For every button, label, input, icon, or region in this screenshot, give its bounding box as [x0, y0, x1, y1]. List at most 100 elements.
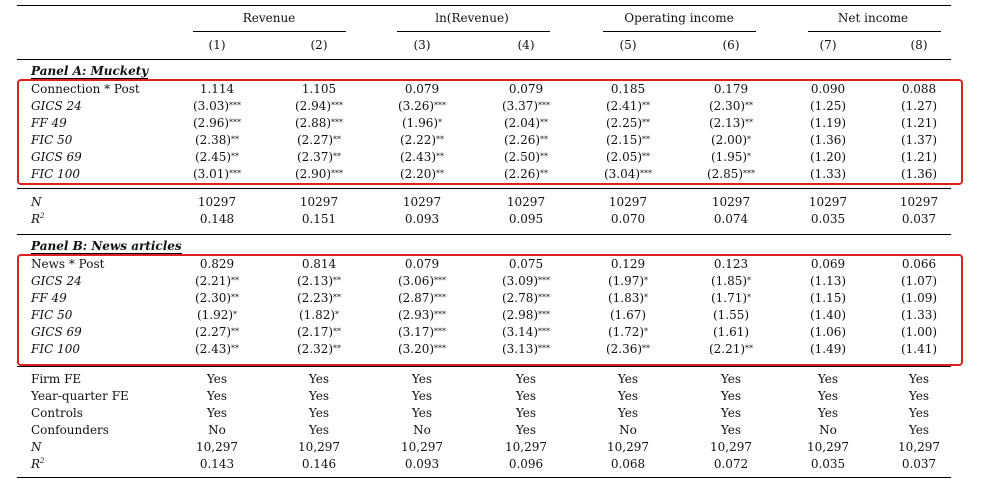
significance-stars: **: [642, 152, 651, 161]
table-cell-value: Yes: [515, 372, 537, 386]
table-cell: (2.43)**: [400, 149, 444, 165]
table-cell: 0.070: [611, 211, 645, 227]
table-cell: (3.13)***: [502, 341, 550, 357]
significance-stars: ***: [331, 118, 344, 127]
table-cell-value: (2.45): [194, 150, 232, 164]
row-label-r2: R2: [31, 211, 45, 227]
table-cell: 10,297: [807, 439, 849, 455]
table-cell-value: (3.04): [603, 167, 641, 181]
table-cell-value: Yes: [206, 372, 228, 386]
table-cell-value: 0.079: [508, 82, 544, 96]
significance-stars: ***: [743, 169, 756, 178]
table-cell: (1.96)*: [402, 115, 442, 131]
table-cell-value: (1.06): [809, 325, 847, 339]
table-cell: Yes: [309, 388, 329, 404]
highlight-box-panel-b: [17, 254, 963, 366]
table-cell-value: (2.23): [296, 291, 334, 305]
table-cell-value: 0.090: [810, 82, 846, 96]
table-cell-value: (1.85): [710, 274, 748, 288]
table-cell: (1.19): [810, 115, 846, 131]
table-cell-value: Yes: [908, 389, 930, 403]
table-cell: (1.61): [713, 324, 749, 340]
table-cell-value: (1.95): [710, 150, 748, 164]
table-cell: Yes: [618, 405, 638, 421]
table-cell-value: 10,297: [898, 440, 940, 454]
table-cell: 10297: [300, 194, 338, 210]
table-cell: Yes: [309, 371, 329, 387]
significance-stars: ***: [538, 344, 551, 353]
footer-row-label: Firm FE: [31, 371, 81, 387]
table-cell-value: 0.096: [508, 457, 544, 471]
table-cell: Yes: [818, 371, 838, 387]
table-cell: 0.068: [611, 456, 645, 472]
table-cell-value: (2.26): [503, 167, 541, 181]
significance-stars: *: [335, 310, 340, 319]
significance-stars: *: [233, 310, 238, 319]
table-cell: 0.066: [902, 256, 936, 272]
group-underline: [193, 31, 346, 32]
table-cell: (2.05)**: [606, 149, 650, 165]
table-cell-value: (2.21): [708, 342, 746, 356]
table-cell: (1.00): [901, 324, 937, 340]
table-cell: Yes: [516, 371, 536, 387]
table-cell-value: (3.37): [501, 99, 539, 113]
header-rule: [17, 59, 951, 60]
significance-stars: **: [333, 135, 342, 144]
table-cell: Yes: [909, 388, 929, 404]
significance-stars: ***: [434, 101, 447, 110]
table-cell-value: Yes: [515, 389, 537, 403]
table-cell: (2.30)**: [195, 290, 239, 306]
table-cell-value: (2.98): [501, 308, 539, 322]
table-cell-value: Yes: [720, 389, 742, 403]
significance-stars: ***: [434, 344, 447, 353]
table-cell: (3.37)***: [502, 98, 550, 114]
table-cell: (2.90)***: [295, 166, 343, 182]
column-number-value: (8): [910, 38, 928, 52]
table-cell: 10297: [809, 194, 847, 210]
table-cell: Yes: [207, 371, 227, 387]
table-cell-value: Yes: [515, 423, 537, 437]
table-cell: 10297: [198, 194, 236, 210]
superscript: 2: [40, 212, 45, 220]
table-cell: (1.36): [901, 166, 937, 182]
row-label-n-text: N: [31, 195, 42, 209]
table-cell: Yes: [309, 405, 329, 421]
row-label-text: FIC 50: [31, 133, 73, 147]
row-label: GICS 69: [31, 324, 82, 340]
panel-a-title: Panel A: Muckety: [31, 64, 149, 79]
table-cell-value: Yes: [720, 423, 742, 437]
column-number-value: (6): [722, 38, 740, 52]
table-cell: Yes: [516, 422, 536, 438]
footer-row-label: N: [31, 439, 42, 455]
table-cell: (1.13): [810, 273, 846, 289]
table-cell-value: (1.37): [900, 133, 938, 147]
significance-stars: **: [333, 327, 342, 336]
significance-stars: *: [438, 118, 443, 127]
table-cell-value: (1.92): [196, 308, 234, 322]
table-cell: (3.17)***: [398, 324, 446, 340]
significance-stars: **: [231, 276, 240, 285]
significance-stars: *: [644, 327, 649, 336]
footer-row-label: Confounders: [31, 422, 109, 438]
table-cell-value: 0.143: [199, 457, 235, 471]
table-cell: (1.33): [901, 307, 937, 323]
table-cell-value: (1.09): [900, 291, 938, 305]
table-cell: (2.85)***: [707, 166, 755, 182]
table-cell-value: No: [819, 423, 837, 437]
table-cell-value: (3.17): [397, 325, 435, 339]
table-cell-value: Yes: [817, 389, 839, 403]
table-cell-value: 0.088: [901, 82, 937, 96]
table-cell: 10,297: [505, 439, 547, 455]
significance-stars: **: [436, 152, 445, 161]
table-cell-value: 0.037: [901, 212, 937, 226]
table-cell-value: Yes: [908, 372, 930, 386]
significance-stars: **: [333, 344, 342, 353]
table-cell-value: Yes: [817, 406, 839, 420]
significance-stars: **: [436, 135, 445, 144]
row-label: FIC 100: [31, 341, 80, 357]
table-cell-value: (2.96): [192, 116, 230, 130]
table-cell-value: 0.151: [301, 212, 337, 226]
group-title-ln-revenue: ln(Revenue): [435, 11, 509, 25]
significance-stars: ***: [640, 169, 653, 178]
